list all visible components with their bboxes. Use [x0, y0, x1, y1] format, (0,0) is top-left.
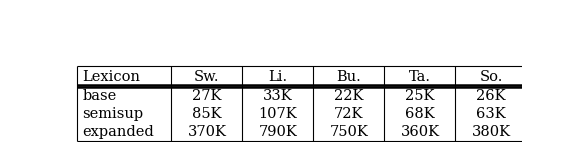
Text: 72K: 72K [334, 107, 364, 121]
Text: semisup: semisup [82, 107, 143, 121]
Text: 750K: 750K [329, 125, 368, 139]
Text: 107K: 107K [259, 107, 298, 121]
Text: 27K: 27K [192, 89, 222, 103]
Text: Li.: Li. [269, 70, 288, 84]
Text: Lexicon: Lexicon [82, 70, 140, 84]
Text: base: base [82, 89, 117, 103]
Text: 33K: 33K [263, 89, 293, 103]
Text: 370K: 370K [187, 125, 226, 139]
Text: So.: So. [479, 70, 503, 84]
Text: 22K: 22K [334, 89, 364, 103]
Text: 68K: 68K [405, 107, 435, 121]
Text: 26K: 26K [476, 89, 506, 103]
Text: 85K: 85K [192, 107, 222, 121]
Text: 790K: 790K [259, 125, 298, 139]
Text: 63K: 63K [476, 107, 506, 121]
Text: 25K: 25K [405, 89, 435, 103]
Text: Bu.: Bu. [336, 70, 361, 84]
Text: Sw.: Sw. [194, 70, 220, 84]
Text: Ta.: Ta. [409, 70, 431, 84]
Text: 380K: 380K [472, 125, 510, 139]
Text: 360K: 360K [400, 125, 440, 139]
Text: expanded: expanded [82, 125, 154, 139]
